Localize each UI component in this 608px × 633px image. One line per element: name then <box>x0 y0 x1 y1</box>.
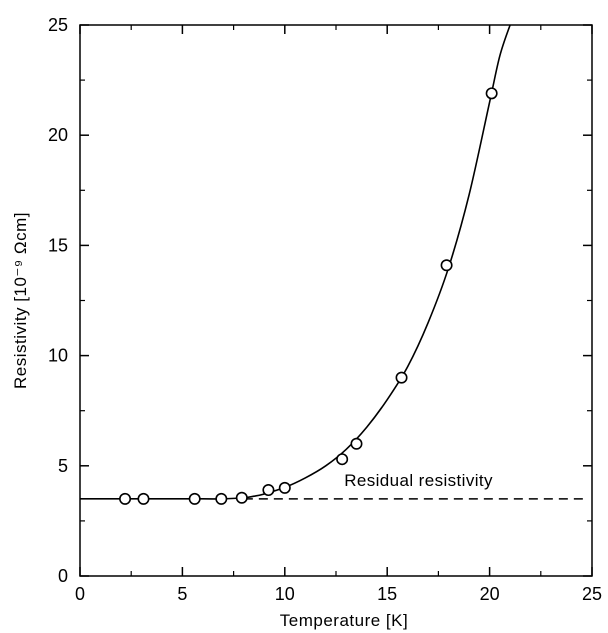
y-tick-label: 25 <box>48 15 68 35</box>
x-tick-label: 10 <box>275 584 295 604</box>
x-tick-label: 5 <box>177 584 187 604</box>
x-tick-labels: 0 5 10 15 20 25 <box>75 584 602 604</box>
y-axis-label: Resistivity [10⁻⁹ Ωcm] <box>11 212 30 389</box>
plot-frame <box>79 24 593 577</box>
y-tick-label: 5 <box>58 456 68 476</box>
data-point <box>137 492 150 505</box>
residual-resistivity-label: Residual resistivity <box>344 471 493 490</box>
data-point <box>188 492 201 505</box>
data-point <box>395 371 408 384</box>
fit-curve <box>80 24 511 500</box>
data-points <box>119 87 498 505</box>
y-tick-label: 20 <box>48 125 68 145</box>
data-point <box>485 87 498 100</box>
data-point <box>278 481 291 494</box>
x-tick-label: 15 <box>377 584 397 604</box>
y-tick-label: 10 <box>48 346 68 366</box>
data-point <box>350 437 363 450</box>
data-point <box>119 492 132 505</box>
y-tick-label: 15 <box>48 235 68 255</box>
ticks-layer <box>79 24 593 577</box>
data-point <box>215 492 228 505</box>
x-tick-label: 25 <box>582 584 602 604</box>
x-tick-label: 20 <box>480 584 500 604</box>
data-point <box>440 259 453 272</box>
data-point <box>235 491 248 504</box>
x-tick-label: 0 <box>75 584 85 604</box>
data-point <box>262 484 275 497</box>
y-tick-labels: 0 5 10 15 20 25 <box>48 15 68 586</box>
y-tick-label: 0 <box>58 566 68 586</box>
x-axis-label: Temperature [K] <box>280 611 408 630</box>
data-point <box>336 453 349 466</box>
